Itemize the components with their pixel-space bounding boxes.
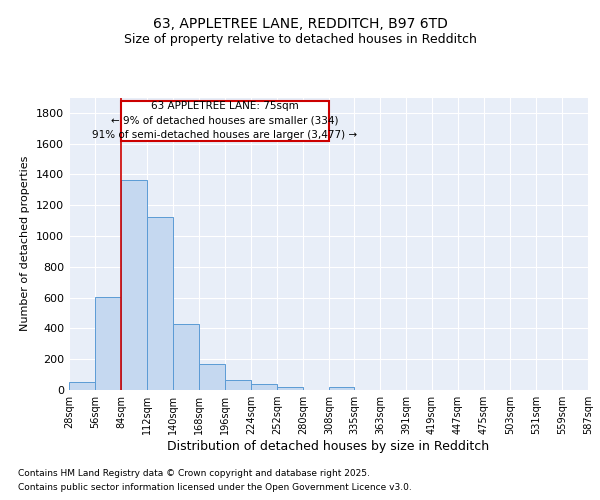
Bar <box>69 382 95 390</box>
Bar <box>251 384 277 390</box>
Text: 63 APPLETREE LANE: 75sqm
← 9% of detached houses are smaller (334)
91% of semi-d: 63 APPLETREE LANE: 75sqm ← 9% of detache… <box>92 101 358 140</box>
Bar <box>199 364 225 390</box>
Text: Contains public sector information licensed under the Open Government Licence v3: Contains public sector information licen… <box>18 484 412 492</box>
Bar <box>121 180 147 390</box>
Bar <box>225 380 251 390</box>
Text: Contains HM Land Registry data © Crown copyright and database right 2025.: Contains HM Land Registry data © Crown c… <box>18 468 370 477</box>
Bar <box>329 387 354 390</box>
Bar <box>147 217 173 390</box>
Y-axis label: Number of detached properties: Number of detached properties <box>20 156 31 332</box>
Text: 63, APPLETREE LANE, REDDITCH, B97 6TD: 63, APPLETREE LANE, REDDITCH, B97 6TD <box>152 18 448 32</box>
X-axis label: Distribution of detached houses by size in Redditch: Distribution of detached houses by size … <box>167 440 490 453</box>
FancyBboxPatch shape <box>121 100 329 140</box>
Bar <box>173 324 199 390</box>
Bar <box>95 297 121 390</box>
Bar <box>277 387 303 390</box>
Text: Size of property relative to detached houses in Redditch: Size of property relative to detached ho… <box>124 32 476 46</box>
